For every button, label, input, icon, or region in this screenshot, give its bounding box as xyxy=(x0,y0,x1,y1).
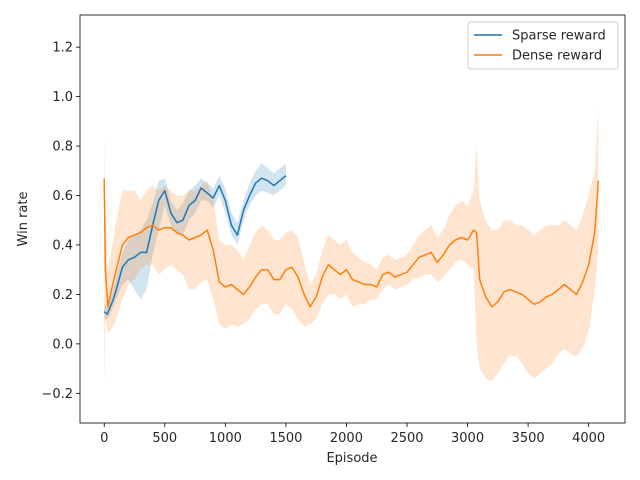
y-tick-label: 1.2 xyxy=(52,41,73,56)
y-tick-label: 1.0 xyxy=(52,90,73,105)
y-tick-label: 0.2 xyxy=(52,288,73,303)
y-tick-label: −0.2 xyxy=(41,387,73,402)
y-tick-label: 0.0 xyxy=(52,337,73,352)
confidence-bands xyxy=(104,106,599,389)
y-axis-ticks: −0.2 0.0 0.2 0.4 0.6 0.8 1.0 1.2 xyxy=(41,41,80,402)
y-tick-label: 0.4 xyxy=(52,238,73,253)
series-lines xyxy=(103,175,600,315)
x-tick-label: 2500 xyxy=(390,431,423,446)
y-tick-label: 0.8 xyxy=(52,140,73,155)
x-tick-label: 0 xyxy=(100,431,108,446)
dense-reward-band xyxy=(104,106,599,389)
x-tick-label: 4000 xyxy=(572,431,605,446)
sparse-reward-band xyxy=(104,163,286,320)
x-tick-label: 1500 xyxy=(269,431,302,446)
legend-box xyxy=(467,21,619,70)
sparse-reward-line xyxy=(103,175,287,315)
sparse-reward-legend-label: Sparse reward xyxy=(512,29,606,44)
x-tick-label: 3000 xyxy=(451,431,484,446)
legend: Sparse reward Dense reward xyxy=(467,21,619,70)
y-axis-label: Win rate xyxy=(16,192,31,247)
x-axis-label: Episode xyxy=(326,451,377,466)
dense-reward-legend-label: Dense reward xyxy=(512,49,602,64)
x-tick-label: 2000 xyxy=(330,431,363,446)
dense-reward-line xyxy=(103,178,600,308)
y-tick-label: 0.6 xyxy=(52,189,73,204)
x-tick-label: 1000 xyxy=(209,431,242,446)
x-tick-label: 3500 xyxy=(512,431,545,446)
x-tick-label: 500 xyxy=(152,431,177,446)
plot-frame xyxy=(79,14,626,424)
x-axis-ticks: 0 500 1000 1500 2000 2500 3000 3500 4000 xyxy=(100,423,605,446)
